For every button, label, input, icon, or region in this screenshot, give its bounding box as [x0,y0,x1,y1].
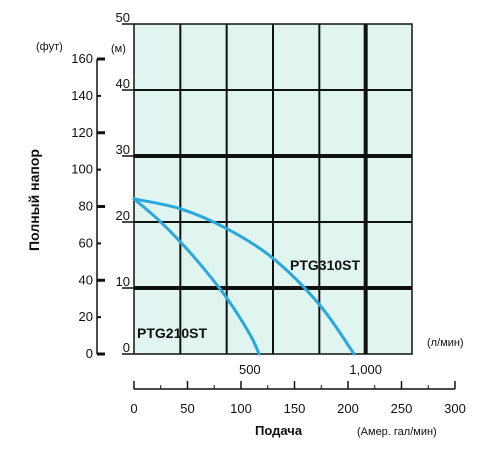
gallons-tick-label: 50 [180,401,194,416]
feet-tick-label: 120 [71,125,93,140]
curve-ptg310st [132,197,356,356]
gallons-tick-label: 200 [337,401,359,416]
meters-axis: 0 10 20 30 40 50 [116,10,134,355]
curve-ptg210st [132,197,261,356]
series-label-ptg210st: PTG210ST [137,325,207,341]
liters-unit-label: (л/мин) [427,337,464,349]
meters-tick-label: 20 [116,208,130,223]
curves: PTG210ST PTG310ST [132,197,360,356]
gallons-axis: 0 50 100 150 200 250 300 [130,381,466,416]
liters-tick-label: 500 [239,362,261,377]
liters-axis: 500 1,000 [239,362,382,377]
grid-lines [133,23,413,355]
plot-frame [133,23,413,355]
feet-tick-label: 160 [71,51,93,66]
meters-tick-label: 10 [116,274,130,289]
liters-tick-label: 1,000 [349,362,382,377]
feet-tick-label: 140 [71,88,93,103]
meters-tick-label: 50 [116,10,130,25]
feet-tick-label: 100 [71,162,93,177]
meters-tick-label: 30 [116,142,130,157]
feet-axis: 0 20 40 60 80 100 120 140 160 [71,51,105,361]
feet-tick-label: 20 [79,309,93,324]
gallons-tick-label: 250 [391,401,413,416]
gallons-tick-label: 150 [284,401,306,416]
gallons-tick-label: 300 [444,401,466,416]
gallons-tick-label: 100 [230,401,252,416]
feet-tick-label: 80 [79,199,93,214]
feet-unit-label: (фут) [36,41,63,53]
gallons-tick-label: 0 [130,401,137,416]
x-axis-label: Подача [255,423,303,438]
feet-tick-label: 40 [79,272,93,287]
series-label-ptg310st: PTG310ST [290,257,360,273]
meters-tick-label: 0 [123,340,130,355]
feet-tick-label: 0 [86,346,93,361]
meters-tick-label: 40 [116,76,130,91]
gallons-unit-label: (Амер. гал/мин) [357,426,437,438]
meters-unit-label: (м) [111,43,126,55]
y-axis-label: Полный напор [26,149,42,251]
feet-tick-label: 60 [79,235,93,250]
